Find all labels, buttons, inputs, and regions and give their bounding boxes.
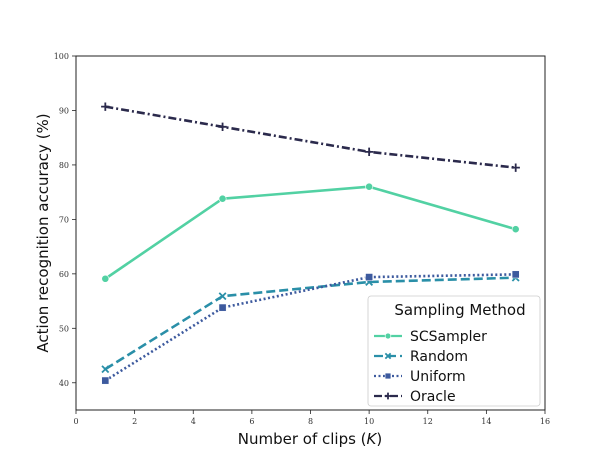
data-point-oracle [364, 147, 374, 157]
y-axis-ticks: 40 50 60 70 80 90 100 [54, 52, 76, 388]
data-point-uniform [101, 376, 110, 385]
legend: Sampling Method SCSampler Random Uniform Ora… [367, 295, 541, 407]
series-scsampler [101, 182, 520, 283]
legend-marker-uniform [384, 372, 392, 380]
series-oracle [101, 102, 520, 172]
x-tick-label: 6 [249, 417, 254, 426]
data-point-uniform [218, 303, 227, 312]
series-line-oracle [105, 105, 516, 169]
y-tick-label: 40 [59, 379, 69, 388]
legend-marker-scsampler [384, 332, 392, 340]
legend-label-oracle: Oracle [410, 389, 456, 405]
legend-label-random: Random [410, 349, 468, 365]
y-axis-label: Action recognition accuracy (%) [34, 113, 52, 352]
x-tick-label: 2 [132, 417, 137, 426]
x-tick-label: 8 [308, 417, 313, 426]
legend-entry-scsampler: SCSampler [374, 329, 487, 345]
data-point-scsampler [511, 225, 520, 234]
x-axis-label: Number of clips (K) [238, 430, 383, 448]
y-tick-label: 50 [59, 324, 69, 333]
legend-entry-random: Random [374, 349, 468, 365]
series-layer [101, 102, 520, 385]
legend-entry-uniform: Uniform [374, 369, 466, 385]
data-point-uniform [365, 273, 373, 281]
x-tick-label: 16 [540, 417, 550, 426]
data-point-oracle [511, 163, 520, 172]
legend-box [367, 295, 541, 407]
x-axis-ticks: 0 2 4 6 8 10 12 14 16 [73, 410, 550, 426]
x-tick-label: 14 [481, 417, 491, 426]
y-tick-label: 90 [59, 106, 69, 115]
y-tick-label: 70 [59, 215, 69, 224]
legend-entry-oracle: Oracle [374, 389, 456, 405]
data-point-uniform [511, 270, 520, 279]
data-point-oracle [101, 102, 110, 111]
legend-marker-random [384, 352, 392, 360]
x-tick-label: 10 [364, 417, 374, 426]
series-line-uniform [104, 273, 516, 382]
x-tick-label: 0 [73, 417, 78, 426]
y-tick-label: 80 [59, 161, 69, 170]
data-point-scsampler [101, 274, 110, 283]
series-line-scsampler [104, 185, 517, 280]
data-point-random [101, 365, 110, 374]
legend-label-scsampler: SCSampler [410, 329, 487, 345]
legend-marker-oracle [384, 392, 392, 400]
legend-title: Sampling Method [394, 301, 525, 319]
x-tick-label: 4 [191, 417, 196, 426]
data-point-scsampler [365, 182, 374, 191]
legend-label-uniform: Uniform [410, 369, 466, 385]
series-line-random [104, 276, 516, 371]
data-point-oracle [218, 122, 227, 131]
y-tick-label: 100 [54, 52, 69, 61]
series-uniform [101, 270, 520, 385]
data-point-random [218, 292, 227, 301]
y-tick-label: 60 [59, 270, 69, 279]
data-point-scsampler [218, 194, 227, 203]
x-tick-label: 12 [423, 417, 433, 426]
